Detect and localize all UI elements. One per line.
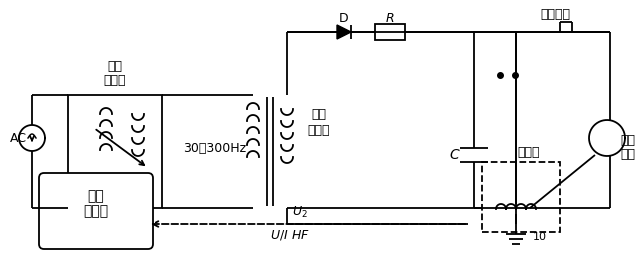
FancyBboxPatch shape	[39, 173, 153, 249]
Text: 10: 10	[533, 232, 547, 242]
Text: C: C	[449, 148, 459, 162]
Text: 变压器: 变压器	[308, 124, 330, 137]
Text: 被测: 被测	[621, 134, 636, 147]
Text: 升压: 升压	[312, 108, 326, 121]
Text: AC: AC	[10, 131, 26, 144]
Text: $U/\!\!/I$ HF: $U/\!\!/I$ HF	[270, 228, 310, 242]
Text: 调整器: 调整器	[104, 73, 126, 86]
Text: 电缆: 电缆	[621, 149, 636, 162]
Bar	[68, 95, 162, 208]
Text: 耦合器: 耦合器	[518, 146, 540, 159]
Text: 测试仪: 测试仪	[83, 204, 109, 218]
Text: 控制开关: 控制开关	[540, 8, 570, 21]
Text: D: D	[339, 12, 349, 25]
Text: R: R	[386, 11, 394, 24]
Text: 30～300Hz: 30～300Hz	[184, 141, 246, 154]
Bar	[375, 24, 405, 40]
Bar	[482, 162, 560, 232]
Text: 分析: 分析	[88, 189, 104, 203]
Text: $U_2$: $U_2$	[292, 204, 308, 220]
Text: 电压: 电压	[108, 60, 122, 73]
Polygon shape	[337, 25, 351, 39]
